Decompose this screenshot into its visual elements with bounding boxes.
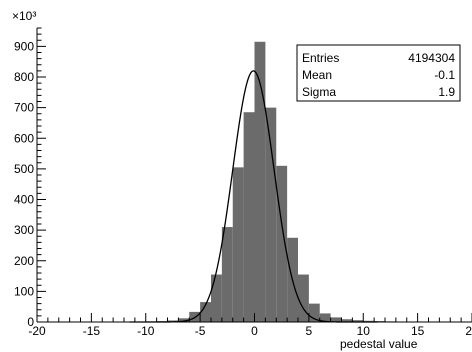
stats-entries-label: Entries xyxy=(302,51,339,65)
histogram-bar xyxy=(200,302,211,322)
stats-sigma-value: 1.9 xyxy=(438,85,455,99)
x-tick-label: -15 xyxy=(83,324,101,338)
histogram-bar xyxy=(276,165,288,322)
histogram-bar xyxy=(265,107,277,322)
stats-mean-value: -0.1 xyxy=(434,68,455,82)
y-tick-label: 700 xyxy=(14,101,34,115)
y-tick-label: 800 xyxy=(14,70,34,84)
histogram-bar xyxy=(352,320,364,322)
x-tick-label: -20 xyxy=(28,324,46,338)
axes: -20-15-10-505101520010020030040050060070… xyxy=(14,27,472,338)
y-tick-label: 600 xyxy=(14,131,34,145)
y-tick-label: 0 xyxy=(27,315,34,329)
y-tick-label: 500 xyxy=(14,162,34,176)
x-tick-label: -5 xyxy=(195,324,206,338)
stats-box: Entries 4194304 Mean -0.1 Sigma 1.9 xyxy=(296,44,461,102)
histogram-bar xyxy=(178,318,190,322)
x-tick-label: 20 xyxy=(465,324,472,338)
histogram-bar xyxy=(243,112,255,322)
stats-mean-label: Mean xyxy=(302,68,332,82)
x-tick-label: -10 xyxy=(137,324,155,338)
y-tick-label: 900 xyxy=(14,39,34,53)
histogram-bar xyxy=(211,274,222,322)
y-tick-label: 200 xyxy=(14,254,34,268)
stats-box-frame xyxy=(296,44,461,102)
histogram-bar xyxy=(341,319,353,322)
y-tick-label: 400 xyxy=(14,193,34,207)
x-tick-label: 0 xyxy=(251,324,258,338)
histogram-bar xyxy=(232,167,244,322)
y-axis-multiplier: ×10³ xyxy=(12,9,36,23)
x-tick-label: 15 xyxy=(411,324,425,338)
histogram-bar xyxy=(319,313,331,322)
y-tick-label: 100 xyxy=(14,284,34,298)
histogram-bar xyxy=(330,317,342,322)
stats-sigma-label: Sigma xyxy=(302,85,336,99)
y-tick-label: 300 xyxy=(14,223,34,237)
histogram-bar xyxy=(308,303,320,322)
histogram-bar xyxy=(221,227,233,322)
x-tick-label: 5 xyxy=(306,324,313,338)
stats-entries-value: 4194304 xyxy=(408,51,455,65)
x-axis-title: pedestal value xyxy=(340,337,418,351)
x-tick-label: 10 xyxy=(357,324,371,338)
histogram-bar xyxy=(254,41,266,322)
histogram-bar xyxy=(298,274,309,322)
